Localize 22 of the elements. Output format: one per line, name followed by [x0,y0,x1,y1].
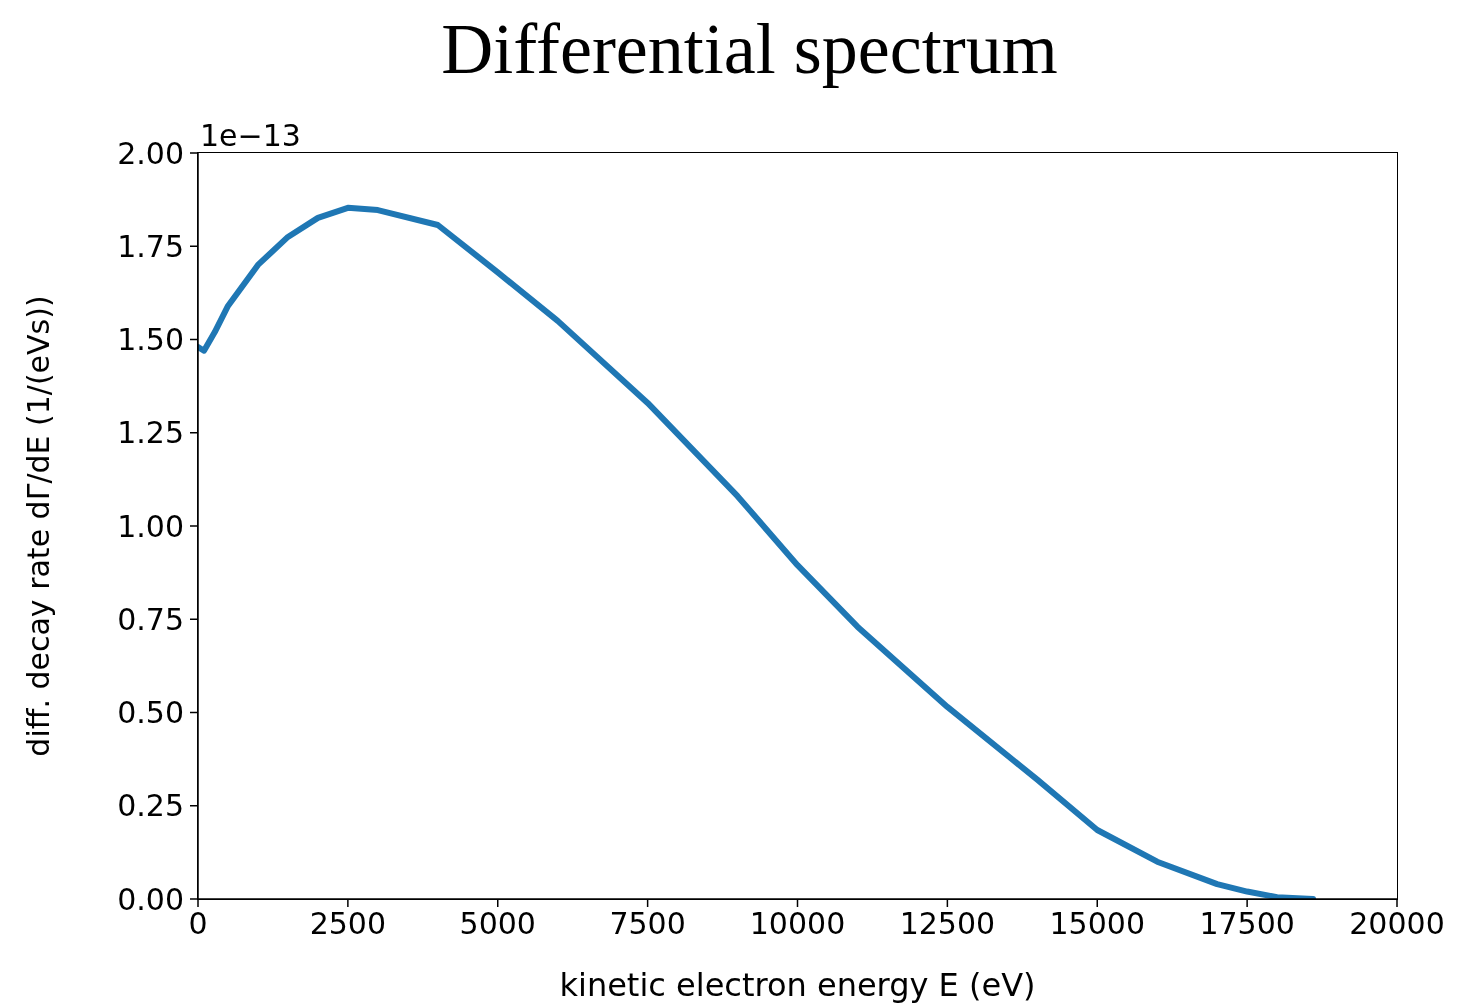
x-tick-label: 0 [188,906,208,942]
y-tick-label: 1.50 [117,322,184,358]
y-axis-title: diff. decay rate dΓ/dE (1/(eVs)) [20,295,56,757]
x-tick-label: 7500 [609,906,686,942]
x-tick-label: 17500 [1199,906,1295,942]
y-tick-label: 2.00 [117,135,184,171]
y-tick-label: 0.50 [117,695,184,731]
y-tick-label: 1.00 [117,508,184,544]
y-tick-label: 0.25 [117,788,184,824]
y-tick-label: 1.25 [117,415,184,451]
y-tick-label: 0.75 [117,601,184,637]
x-axis-title: kinetic electron energy E (eV) [559,966,1036,1004]
y-tick-label: 0.00 [117,881,184,917]
x-tick-label: 20000 [1349,906,1445,942]
chart-title: Differential spectrum [440,8,1059,91]
annotation: 1e−13 [200,118,301,153]
y-tick-label: 1.75 [117,228,184,264]
x-tick-label: 12500 [899,906,996,942]
x-tick-label: 10000 [749,906,846,942]
x-tick-label: 2500 [309,906,387,942]
x-tick-label: 15000 [1049,906,1145,942]
x-tick-label: 5000 [459,906,536,942]
